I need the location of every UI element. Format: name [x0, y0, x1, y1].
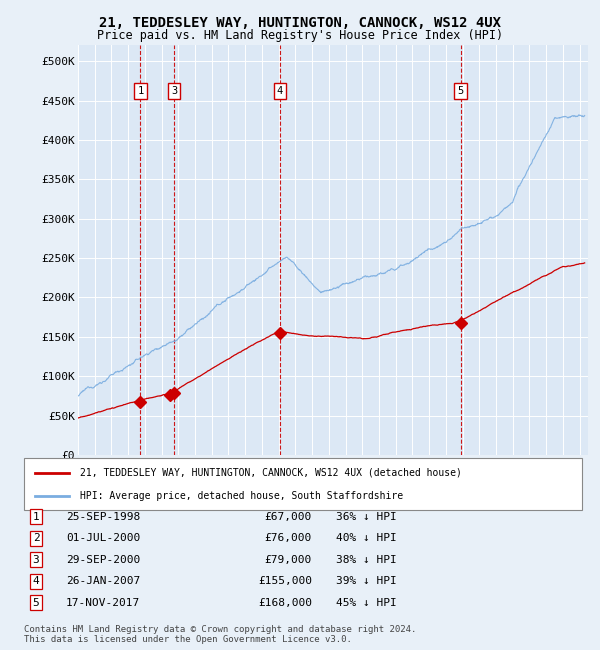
Text: 5: 5: [32, 597, 40, 608]
Text: 3: 3: [32, 554, 40, 565]
FancyBboxPatch shape: [24, 458, 582, 510]
Text: 38% ↓ HPI: 38% ↓ HPI: [336, 554, 397, 565]
Text: Contains HM Land Registry data © Crown copyright and database right 2024.: Contains HM Land Registry data © Crown c…: [24, 625, 416, 634]
Text: This data is licensed under the Open Government Licence v3.0.: This data is licensed under the Open Gov…: [24, 634, 352, 644]
Text: £67,000: £67,000: [265, 512, 312, 522]
Text: 26-JAN-2007: 26-JAN-2007: [66, 576, 140, 586]
Text: 01-JUL-2000: 01-JUL-2000: [66, 533, 140, 543]
Text: 39% ↓ HPI: 39% ↓ HPI: [336, 576, 397, 586]
Text: £155,000: £155,000: [258, 576, 312, 586]
Text: 25-SEP-1998: 25-SEP-1998: [66, 512, 140, 522]
Text: 21, TEDDESLEY WAY, HUNTINGTON, CANNOCK, WS12 4UX: 21, TEDDESLEY WAY, HUNTINGTON, CANNOCK, …: [99, 16, 501, 31]
Text: 21, TEDDESLEY WAY, HUNTINGTON, CANNOCK, WS12 4UX (detached house): 21, TEDDESLEY WAY, HUNTINGTON, CANNOCK, …: [80, 468, 461, 478]
Text: 2: 2: [32, 533, 40, 543]
Text: £79,000: £79,000: [265, 554, 312, 565]
Text: £168,000: £168,000: [258, 597, 312, 608]
Text: 36% ↓ HPI: 36% ↓ HPI: [336, 512, 397, 522]
Text: 1: 1: [137, 86, 143, 96]
Text: 5: 5: [457, 86, 464, 96]
Text: 17-NOV-2017: 17-NOV-2017: [66, 597, 140, 608]
Text: 40% ↓ HPI: 40% ↓ HPI: [336, 533, 397, 543]
Text: 4: 4: [277, 86, 283, 96]
Text: HPI: Average price, detached house, South Staffordshire: HPI: Average price, detached house, Sout…: [80, 491, 403, 500]
Text: 29-SEP-2000: 29-SEP-2000: [66, 554, 140, 565]
Text: £76,000: £76,000: [265, 533, 312, 543]
Text: Price paid vs. HM Land Registry's House Price Index (HPI): Price paid vs. HM Land Registry's House …: [97, 29, 503, 42]
Text: 45% ↓ HPI: 45% ↓ HPI: [336, 597, 397, 608]
Text: 1: 1: [32, 512, 40, 522]
Text: 3: 3: [171, 86, 177, 96]
Text: 4: 4: [32, 576, 40, 586]
